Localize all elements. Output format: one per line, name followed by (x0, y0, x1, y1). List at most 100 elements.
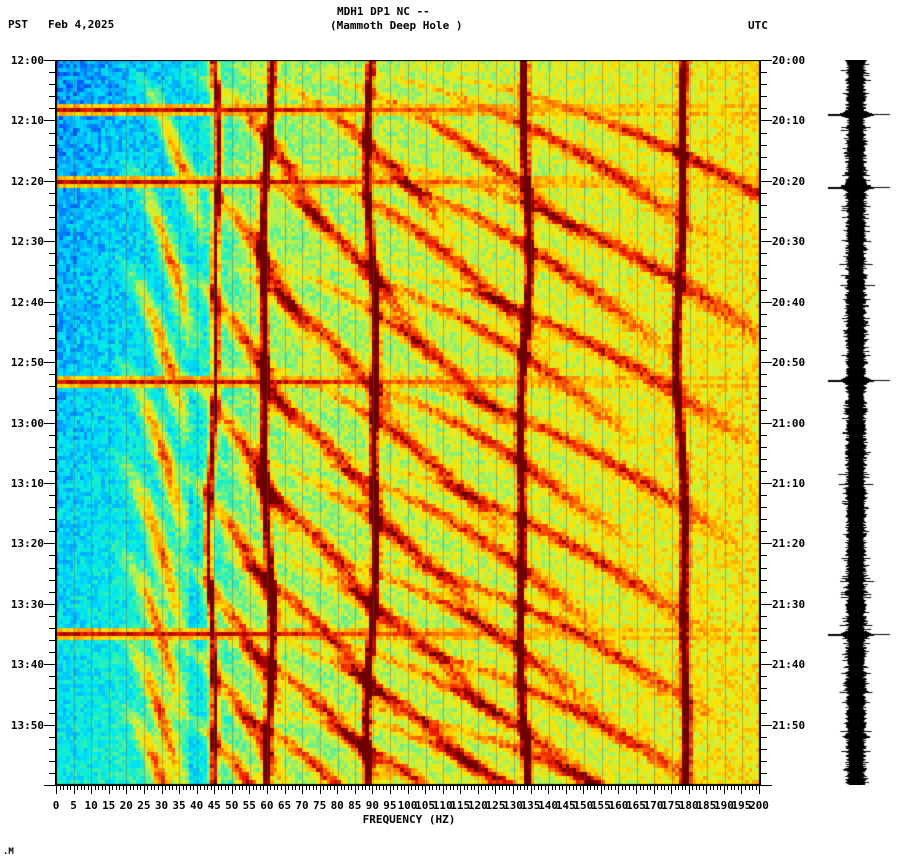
freq-tick-minor (520, 785, 521, 790)
time-axis-pst: 12:00 12:10 12:20 12:30 12:40 12:50 13:00 13:10… (0, 54, 56, 790)
freq-tick-minor (298, 785, 300, 790)
freq-tick-minor (277, 785, 279, 790)
freq-label: 35 (172, 799, 186, 812)
time-label-pst: 12:00 (10, 54, 44, 67)
time-tick-major (760, 60, 772, 61)
time-tick-minor (760, 337, 767, 339)
freq-tick-minor (386, 785, 388, 790)
time-tick-major (44, 241, 56, 243)
freq-label: 60 (260, 799, 274, 812)
freq-tick-minor (418, 785, 419, 790)
freq-tick-minor (544, 785, 546, 790)
time-tick-minor (49, 229, 56, 231)
time-tick-minor (49, 772, 56, 774)
freq-tick-minor (411, 785, 412, 790)
freq-label: 30 (154, 799, 169, 812)
time-tick-minor (760, 676, 767, 678)
freq-tick-minor (632, 785, 634, 790)
time-tick-major (44, 664, 56, 666)
freq-tick-minor (105, 785, 107, 790)
time-tick-minor (760, 434, 767, 436)
freq-tick-minor (509, 785, 511, 790)
freq-tick-minor (84, 785, 86, 790)
time-tick-major (760, 180, 772, 182)
time-tick-major (44, 422, 56, 424)
freq-tick-minor (586, 785, 588, 790)
time-tick-major (44, 180, 56, 182)
time-tick-major (760, 664, 772, 666)
freq-tick-minor (470, 785, 472, 790)
time-tick-minor (760, 205, 767, 206)
freq-tick-major (108, 785, 110, 794)
freq-tick-minor (165, 785, 166, 790)
freq-label: 145 (555, 799, 576, 812)
freq-tick-minor (119, 785, 121, 790)
freq-tick-minor (351, 785, 353, 790)
time-tick-minor (49, 531, 56, 533)
time-tick-minor (760, 555, 767, 557)
freq-tick-major (477, 785, 479, 794)
freq-tick-minor (228, 785, 230, 790)
corner-mark: .M (3, 847, 14, 857)
time-tick-minor (49, 615, 56, 617)
freq-tick-major (530, 785, 532, 794)
freq-tick-minor (414, 785, 416, 790)
freq-tick-minor (368, 785, 370, 790)
freq-tick-minor (404, 785, 405, 790)
freq-tick-minor (713, 785, 715, 790)
freq-tick-major (161, 785, 163, 794)
time-tick-minor (49, 567, 56, 569)
freq-tick-minor (439, 785, 441, 790)
freq-tick-minor (667, 785, 669, 790)
time-tick-minor (49, 555, 56, 557)
freq-label: 90 (365, 799, 380, 812)
time-tick-minor (49, 168, 56, 170)
freq-label: 0 (52, 799, 60, 812)
time-tick-minor (760, 96, 767, 98)
time-tick-major (44, 785, 56, 786)
freq-tick-minor (193, 785, 195, 790)
freq-tick-major (266, 785, 268, 794)
freq-tick-minor (375, 785, 377, 790)
time-label-utc: 20:50 (772, 356, 806, 370)
time-tick-minor (760, 108, 767, 110)
freq-tick-major (741, 785, 743, 794)
time-tick-minor (760, 495, 767, 496)
freq-label: 190 (713, 799, 734, 812)
freq-tick-minor (692, 785, 694, 790)
freq-tick-minor (189, 785, 191, 790)
time-tick-minor (760, 772, 767, 774)
time-tick-minor (49, 84, 56, 86)
freq-tick-minor (235, 785, 237, 790)
freq-tick-minor (716, 785, 718, 790)
freq-label: 195 (731, 799, 752, 812)
freq-tick-major (706, 785, 708, 794)
time-tick-major (44, 120, 56, 122)
freq-tick-minor (541, 785, 543, 790)
freq-tick-minor (66, 785, 68, 790)
freq-label: 5 (70, 799, 77, 812)
freq-label: 100 (397, 799, 418, 812)
freq-tick-minor (625, 785, 627, 790)
time-tick-minor (49, 410, 56, 412)
freq-tick-minor (681, 785, 683, 790)
freq-tick-major (249, 785, 251, 794)
time-tick-minor (760, 446, 767, 448)
freq-tick-minor (646, 785, 648, 790)
time-tick-minor (49, 434, 56, 436)
freq-tick-minor (112, 785, 114, 790)
freq-tick-major (495, 785, 497, 794)
time-tick-minor (760, 470, 767, 472)
freq-tick-major (583, 785, 585, 794)
freq-tick-major (302, 785, 303, 794)
time-label-utc: 20:40 (772, 295, 806, 309)
time-tick-minor (49, 350, 56, 351)
freq-tick-minor (203, 785, 205, 790)
freq-label: 135 (520, 799, 541, 812)
freq-tick-minor (323, 785, 325, 790)
freq-tick-minor (593, 785, 595, 790)
time-tick-minor (49, 72, 56, 74)
time-tick-minor (760, 567, 767, 569)
freq-tick-minor (505, 785, 507, 790)
freq-tick-minor (400, 785, 402, 790)
